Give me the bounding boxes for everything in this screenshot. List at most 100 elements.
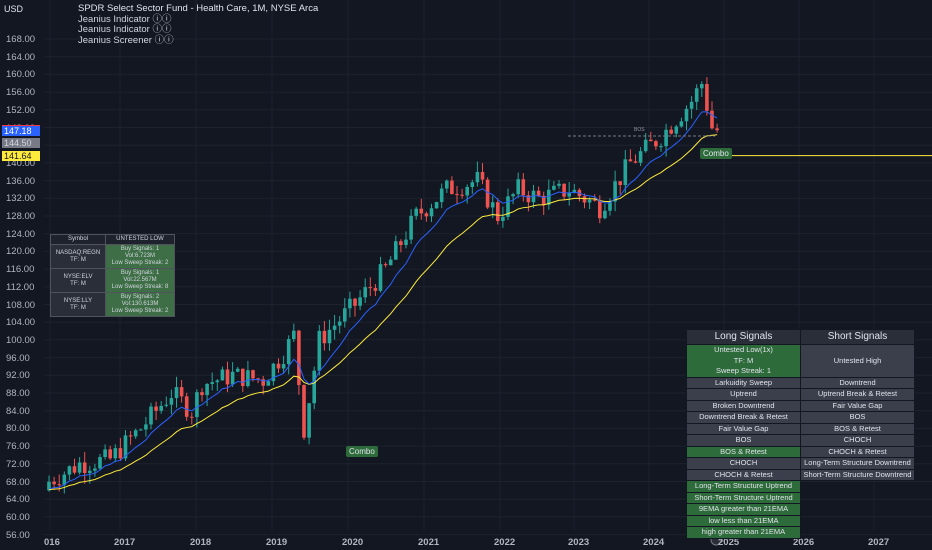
candle-body [98,457,102,469]
candle-body [388,259,393,266]
long-signal: 9EMA greater than 21EMA [686,503,801,516]
candle-body [409,215,413,240]
short-signal: CHOCH [800,434,915,447]
screener-symbol: NASDAQ:REGN TF: M [50,244,106,269]
screener-value: Buy Signals: 1 Vol:22.567M Low Sweep Strea… [105,268,175,293]
y-tick-label: 124.00 [6,228,36,240]
y-tick-label: 164.00 [6,51,36,63]
candle-body [169,398,174,405]
candle-body [404,239,408,246]
candle-body [424,213,429,217]
x-tick-label: 016 [44,537,60,548]
candle-body [490,202,495,208]
indicator-2[interactable]: Jeanius Indicator ⓘⓘ [78,24,172,35]
candle-body [230,371,235,385]
candle-body [603,210,607,219]
candle-body [480,172,485,180]
x-tick-label: 2023 [568,537,590,548]
x-tick-label: 2026 [793,537,815,548]
candle-body [506,196,510,217]
candle-body [439,188,444,203]
candle-body [429,208,434,217]
long-signal: low less than 21EMA [686,514,801,527]
candle-body [715,128,719,131]
indicator-3[interactable]: Jeanius Screener ⓘⓘ [78,34,174,46]
candle-body [689,101,694,109]
candle-body [184,396,189,417]
indicator-1[interactable]: Jeanius Indicator ⓘⓘ [78,13,172,25]
candle-body [618,181,622,186]
candle-body [608,201,612,211]
long-signal: Short-Term Structure Uptrend [686,491,801,504]
candle-body [450,180,454,195]
candle-body [460,194,464,196]
candle-body [613,181,617,202]
candle-body [139,429,143,431]
y-tick-label: 100.00 [6,334,36,346]
candle-body [159,405,163,411]
long-signal: Uptrend [686,388,801,401]
candle-body [679,121,684,127]
long-signal: Long-Term Structure Uptrend [686,480,801,493]
candle-body [256,378,260,380]
signals-table: Long Signals Short Signals Untested Low(… [686,329,915,539]
candle-body [399,241,403,246]
chart-legend: SPDR Select Sector Fund - Health Care, 1… [78,3,318,46]
candle-body [312,370,316,404]
candle-body [582,196,587,203]
short-signal [801,492,915,504]
y-tick-label: 156.00 [6,87,36,99]
y-tick-label: 92.00 [6,370,30,382]
y-tick-label: 88.00 [6,388,30,399]
long-signal: Fair Value Gap [686,422,801,435]
long-signal: high greater than 21EMA [686,526,801,539]
y-tick-label: 152.00 [6,104,36,116]
candle-body [179,387,184,397]
y-tick-label: 56.00 [6,529,30,541]
candle-body [190,416,194,418]
candle-body [511,194,515,197]
candle-body [531,190,536,203]
candle-body [337,321,342,326]
candle-body [235,368,240,372]
candle-body [72,466,77,473]
candle-body [271,363,276,382]
short-signal: BOS & Retest [800,422,915,435]
candle-body [445,180,449,189]
currency-label: USD [4,4,24,14]
short-signal: BOS [800,411,915,424]
candle-body [47,481,51,491]
x-tick-label: 2024 [643,537,665,548]
candle-body [674,126,679,134]
candle-body [587,199,592,203]
candle-body [164,404,169,406]
candle-body [536,190,541,196]
candle-body [638,151,643,163]
candle-body [358,297,362,306]
candle-body [434,202,439,209]
candle-body [567,192,571,197]
candle-body [705,84,709,111]
long-signals-header: Long Signals [686,329,801,345]
candle-body [266,381,271,386]
candle-body [292,330,296,340]
candle-body [103,449,107,458]
long-signal: Downtrend Break & Retest [686,411,801,424]
short-signal: Short-Term Structure Downtrend [800,468,915,481]
candle-body [516,179,520,195]
long-signal: Larkuidity Sweep [686,376,801,389]
candle-body [414,208,418,216]
candle-body [485,179,490,208]
short-signal [801,481,915,493]
short-signal [801,504,915,516]
candle-body [322,330,327,344]
candle-body [368,287,373,289]
ema-21-line [48,134,718,491]
short-signal: CHOCH & Retest [800,445,915,458]
candle-body [220,369,225,381]
y-tick-label: 72.00 [6,458,30,470]
candle-body [200,392,204,396]
candle-body [276,363,281,369]
candle-body [348,298,352,309]
candle-body [628,159,633,162]
